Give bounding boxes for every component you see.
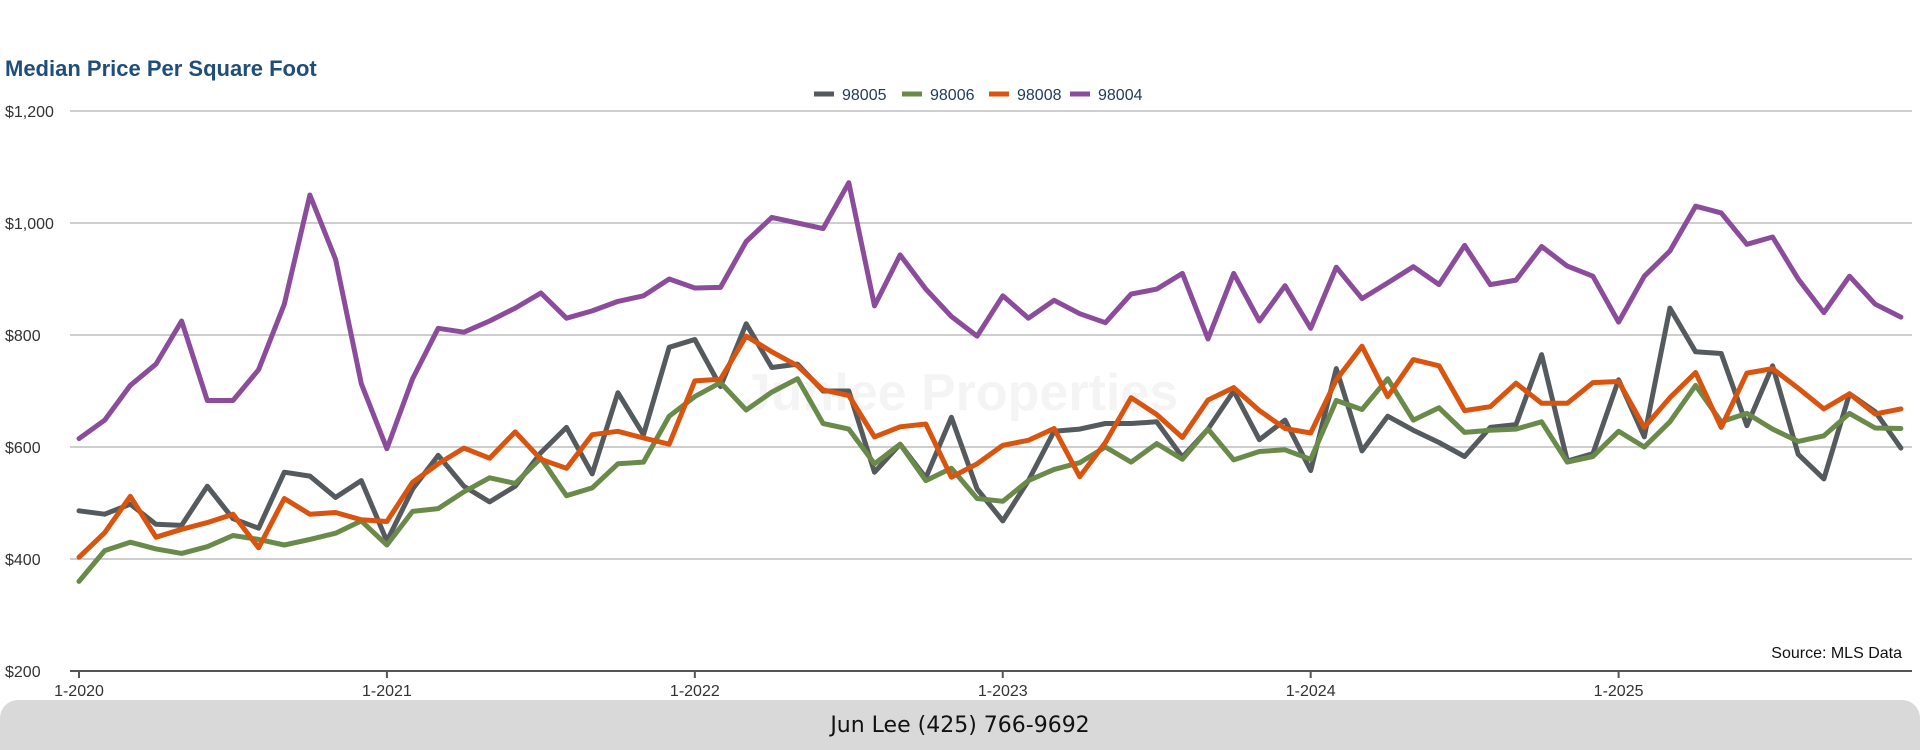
contact-text: Jun Lee (425) 766-9692 — [830, 712, 1090, 738]
legend-item-98004[interactable]: 98004 — [1070, 87, 1143, 104]
legend-item-98005[interactable]: 98005 — [814, 87, 887, 104]
x-tick-label: 1-2025 — [1594, 683, 1644, 700]
y-tick-label: $1,000 — [5, 216, 54, 233]
x-tick-label: 1-2022 — [670, 683, 720, 700]
y-tick-label: $1,200 — [5, 104, 54, 121]
legend-item-98008[interactable]: 98008 — [989, 87, 1062, 104]
footer-contact-bar: Jun Lee (425) 766-9692 — [0, 700, 1920, 750]
y-tick-label: $600 — [5, 440, 41, 457]
y-tick-label: $400 — [5, 552, 41, 569]
series-line-98004 — [76, 180, 1904, 452]
y-tick-label: $200 — [5, 664, 41, 681]
source-label: Source: MLS Data — [1771, 645, 1902, 662]
series-line-98005 — [76, 305, 1904, 544]
x-tick-label: 1-2024 — [1286, 683, 1336, 700]
legend-label: 98008 — [1017, 87, 1062, 104]
legend-item-98006[interactable]: 98006 — [902, 87, 975, 104]
series-line-98008 — [76, 333, 1904, 560]
series-line-98006 — [76, 376, 1904, 584]
x-axis: 1-2020 1-2021 1-2022 1-2023 1-2024 1-2025 — [54, 670, 1912, 700]
x-tick-label: 1-2023 — [978, 683, 1028, 700]
chart: Median Price Per Square Foot Junlee Prop… — [5, 56, 1912, 700]
legend-label: 98004 — [1098, 87, 1143, 104]
legend-label: 98005 — [842, 87, 887, 104]
grid — [70, 110, 1912, 560]
y-tick-label: $800 — [5, 328, 41, 345]
legend-label: 98006 — [930, 87, 975, 104]
chart-title: Median Price Per Square Foot — [5, 56, 317, 81]
legend[interactable]: 98005 98006 98008 98004 — [814, 87, 1143, 104]
series-lines — [76, 180, 1904, 584]
x-tick-label: 1-2020 — [54, 683, 104, 700]
x-tick-label: 1-2021 — [362, 683, 412, 700]
y-axis-ticks: $1,200 $1,000 $800 $600 $400 $200 — [5, 104, 54, 681]
